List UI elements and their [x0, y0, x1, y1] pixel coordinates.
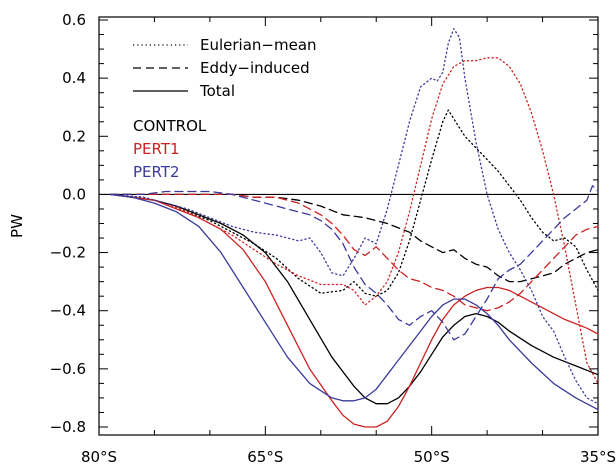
y-tick-label: −0.8 — [50, 418, 86, 436]
series-line-pert2-eddy-induced — [109, 185, 599, 341]
x-tick-label: 50°S — [414, 448, 450, 466]
y-tick-label: −0.2 — [50, 244, 86, 262]
y-tick-label: 0.2 — [62, 127, 86, 145]
series-line-pert1-total — [109, 193, 599, 428]
x-tick-label: 65°S — [247, 448, 283, 466]
y-axis-label: PW — [8, 214, 26, 238]
legend-run-pert1: PERT1 — [133, 140, 180, 158]
y-tick-label: −0.6 — [50, 360, 86, 378]
legend: Eulerian−mean Eddy−induced Total CONTROL… — [133, 36, 317, 181]
series-line-pert1-eddy-induced — [109, 193, 599, 312]
y-tick-label: 0.6 — [62, 11, 86, 29]
y-tick-label: 0.4 — [62, 69, 86, 87]
legend-run-pert2: PERT2 — [133, 163, 180, 181]
axis-ticks — [98, 17, 599, 435]
series-line-pert2-eulerian-mean — [109, 28, 599, 405]
legend-label-eddy: Eddy−induced — [200, 59, 310, 77]
x-tick-label: 80°S — [81, 448, 117, 466]
series-line-control-eddy-induced — [109, 193, 599, 283]
series-line-pert1-eulerian-mean — [109, 57, 599, 385]
plot-frame — [98, 16, 599, 436]
y-tick-label: 0.0 — [62, 185, 86, 203]
series-line-control-eulerian-mean — [109, 109, 599, 297]
x-tick-label: 35°S — [580, 448, 616, 466]
series-line-pert2-total — [109, 193, 599, 411]
legend-label-eulerian: Eulerian−mean — [200, 36, 317, 54]
series-line-control-total — [109, 193, 599, 405]
y-tick-label: −0.4 — [50, 302, 86, 320]
series-group — [109, 28, 599, 428]
tick-labels: 0.6 0.4 0.2 0.0 −0.2 −0.4 −0.6 −0.8 80°S 65°S 50°S… — [50, 11, 616, 466]
legend-label-total: Total — [199, 82, 235, 100]
legend-run-control: CONTROL — [133, 117, 207, 135]
